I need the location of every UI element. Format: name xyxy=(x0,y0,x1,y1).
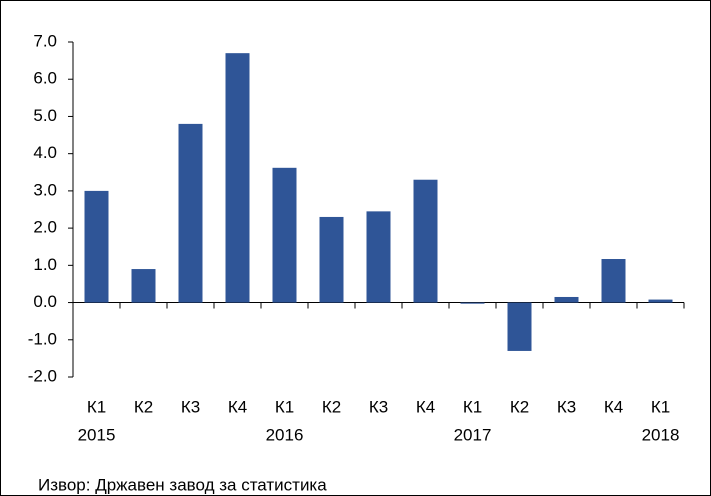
x-tick-label: К1 xyxy=(87,397,106,416)
y-tick-label: 6.0 xyxy=(33,69,57,88)
x-tick-label: К4 xyxy=(604,397,623,416)
y-tick-label: 5.0 xyxy=(33,106,57,125)
bar xyxy=(225,53,250,303)
bar xyxy=(413,179,438,303)
y-tick-label: -1.0 xyxy=(28,329,57,348)
bar xyxy=(601,259,626,303)
x-tick-label: К1 xyxy=(463,397,482,416)
year-label: 2018 xyxy=(642,425,680,444)
bar xyxy=(84,190,109,303)
source-note: Извор: Државен завод за статистика xyxy=(38,475,327,494)
bar xyxy=(648,299,673,303)
x-tick-label: К2 xyxy=(510,397,529,416)
x-tick-label: К4 xyxy=(228,397,247,416)
y-tick-label: 0.0 xyxy=(33,292,57,311)
x-tick-label: К4 xyxy=(416,397,435,416)
x-tick-label: К3 xyxy=(369,397,388,416)
year-label: 2016 xyxy=(266,425,304,444)
bar xyxy=(272,167,297,303)
bar xyxy=(554,296,579,303)
x-tick-label: К3 xyxy=(181,397,200,416)
bar xyxy=(460,302,485,304)
bar xyxy=(507,302,532,351)
x-tick-label: К1 xyxy=(275,397,294,416)
year-label: 2017 xyxy=(454,425,492,444)
x-tick-label: К1 xyxy=(651,397,670,416)
y-tick-label: 4.0 xyxy=(33,143,57,162)
y-tick-label: 7.0 xyxy=(33,31,57,50)
y-tick-label: 2.0 xyxy=(33,218,57,237)
bar xyxy=(319,216,344,303)
y-tick-label: 1.0 xyxy=(33,255,57,274)
x-tick-label: К3 xyxy=(557,397,576,416)
bar xyxy=(366,211,391,303)
y-tick-label: -2.0 xyxy=(28,366,57,385)
x-tick-label: К2 xyxy=(322,397,341,416)
year-label: 2015 xyxy=(78,425,116,444)
bar xyxy=(131,269,156,303)
bar xyxy=(178,123,203,303)
x-tick-label: К2 xyxy=(134,397,153,416)
y-tick-label: 3.0 xyxy=(33,180,57,199)
